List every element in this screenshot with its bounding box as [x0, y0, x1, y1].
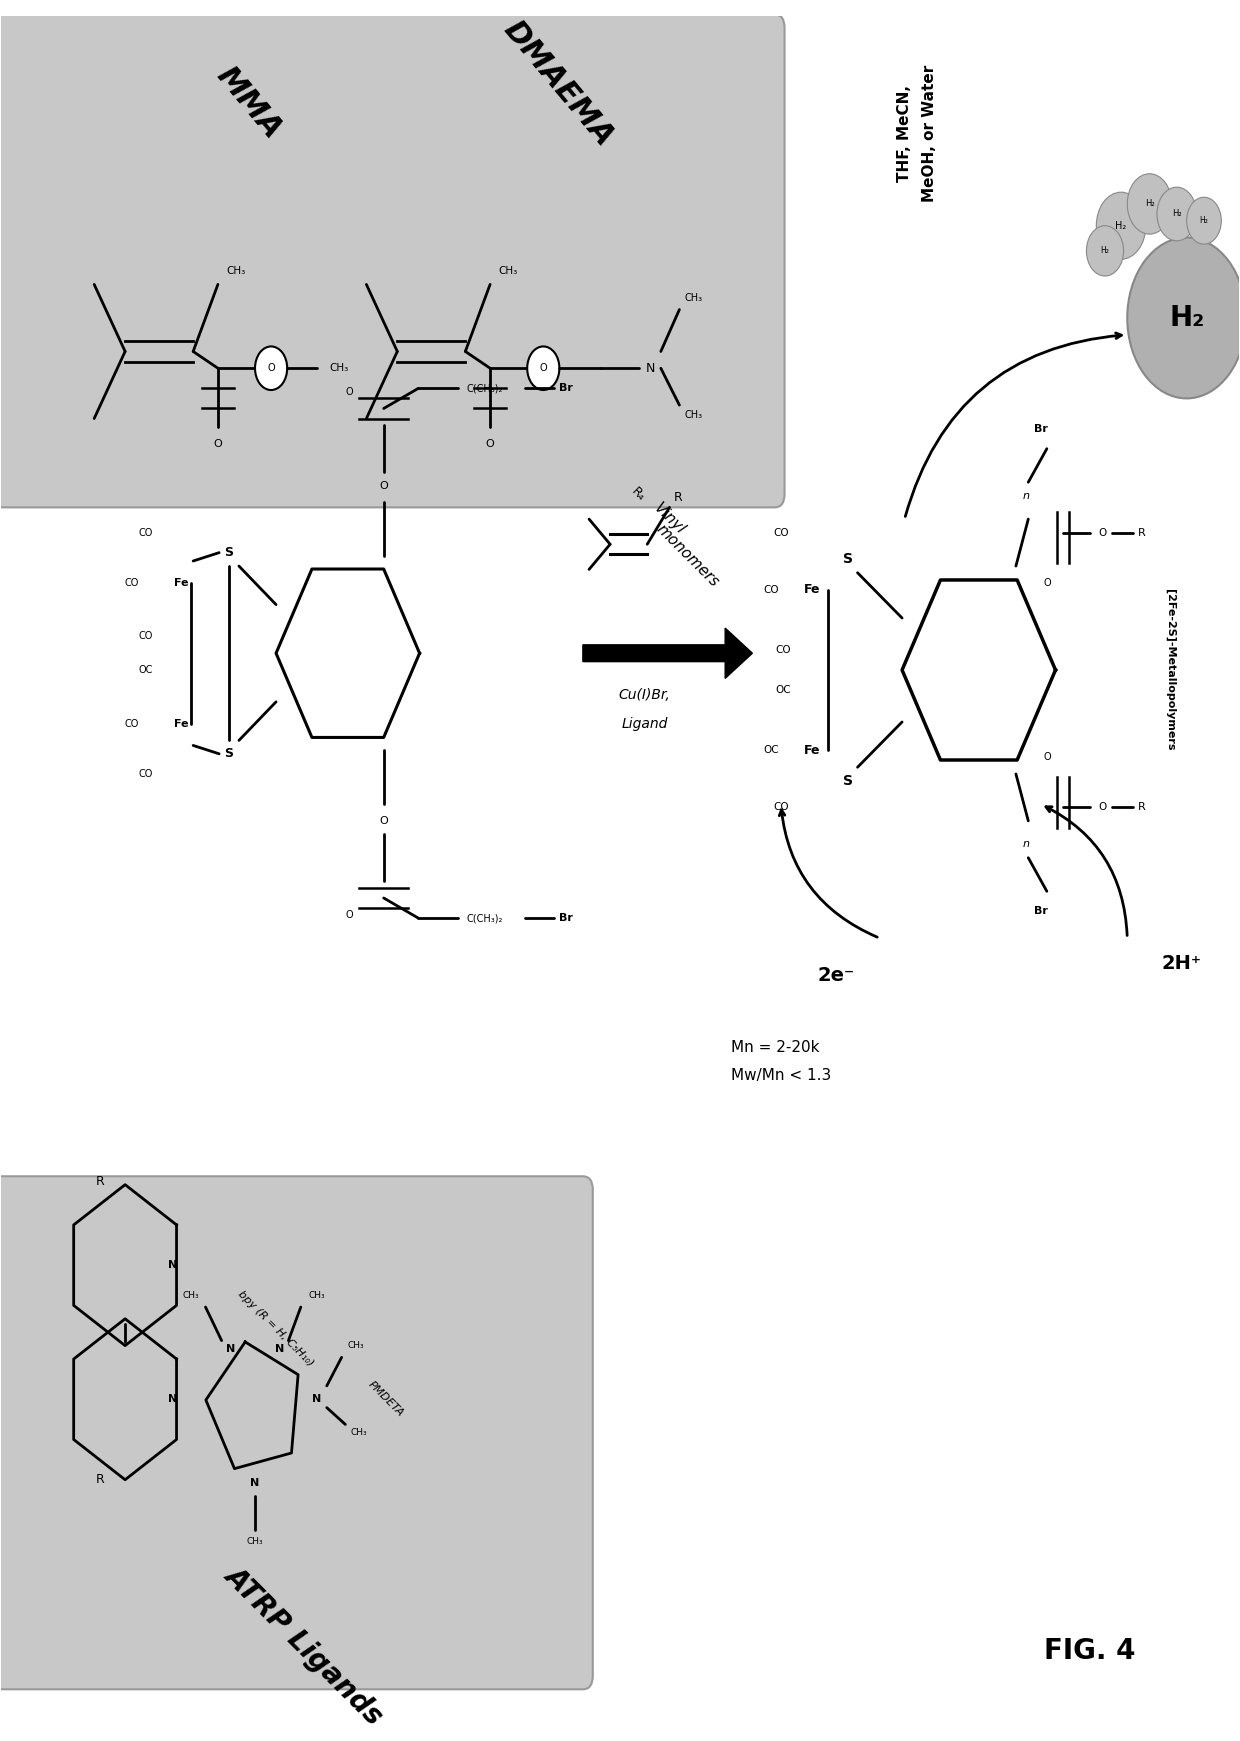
Text: [2Fe-2S]-Metallopolymers: [2Fe-2S]-Metallopolymers: [1166, 588, 1176, 750]
Text: R: R: [95, 1473, 104, 1487]
Text: O: O: [1043, 578, 1050, 588]
Text: S: S: [843, 773, 853, 787]
Text: R₄: R₄: [629, 484, 649, 503]
Text: Br: Br: [1034, 907, 1048, 916]
Text: N: N: [275, 1344, 284, 1354]
Text: C(CH₃)₂: C(CH₃)₂: [467, 383, 503, 393]
Text: CH₃: CH₃: [684, 292, 703, 303]
Text: O: O: [345, 911, 353, 919]
Text: CO: CO: [139, 632, 154, 641]
Text: bpy (R = H, C₅H₁₀): bpy (R = H, C₅H₁₀): [237, 1288, 316, 1368]
Circle shape: [1127, 174, 1172, 233]
Text: Br: Br: [1034, 423, 1048, 434]
Text: OC: OC: [775, 686, 791, 695]
FancyBboxPatch shape: [0, 14, 785, 507]
Text: O: O: [379, 817, 388, 825]
Circle shape: [1096, 192, 1146, 259]
Text: Mn = 2-20k: Mn = 2-20k: [732, 1039, 820, 1055]
Text: CH₃: CH₃: [684, 411, 703, 420]
Text: Fe: Fe: [804, 583, 820, 595]
Text: Fe: Fe: [174, 578, 188, 588]
Text: Br: Br: [559, 383, 573, 393]
Text: CO: CO: [139, 528, 154, 538]
Text: n: n: [1022, 839, 1029, 850]
Text: O: O: [539, 364, 547, 373]
Text: CO: CO: [124, 578, 139, 588]
Text: FIG. 4: FIG. 4: [1044, 1637, 1136, 1664]
Text: Fe: Fe: [804, 743, 820, 757]
Text: Ligand: Ligand: [621, 717, 668, 731]
Text: CH₃: CH₃: [498, 266, 518, 277]
Circle shape: [1086, 226, 1123, 277]
Circle shape: [1157, 188, 1197, 240]
Text: R: R: [95, 1175, 104, 1187]
Text: O: O: [268, 364, 275, 373]
Text: CO: CO: [775, 644, 791, 655]
Text: H₂: H₂: [1199, 216, 1209, 225]
Circle shape: [527, 346, 559, 390]
FancyArrow shape: [583, 629, 753, 679]
Text: O: O: [1043, 752, 1050, 763]
Text: Br: Br: [559, 912, 573, 923]
Text: R: R: [673, 491, 682, 503]
FancyBboxPatch shape: [0, 1177, 593, 1689]
Text: N: N: [312, 1395, 321, 1405]
Text: 2H⁺: 2H⁺: [1162, 954, 1202, 973]
Text: CO: CO: [139, 770, 154, 778]
Text: O: O: [345, 387, 353, 397]
Text: CO: CO: [763, 585, 779, 594]
Text: MMA: MMA: [211, 61, 286, 145]
Text: CO: CO: [773, 528, 789, 538]
Text: MeOH, or Water: MeOH, or Water: [921, 64, 936, 202]
Text: H₂: H₂: [1116, 221, 1127, 232]
Text: OC: OC: [139, 665, 154, 676]
Text: Mw/Mn < 1.3: Mw/Mn < 1.3: [732, 1069, 832, 1083]
Text: O: O: [1099, 803, 1106, 813]
Text: THF, MeCN,: THF, MeCN,: [897, 85, 913, 183]
Text: CH₃: CH₃: [247, 1537, 263, 1546]
Circle shape: [1127, 237, 1240, 399]
Text: CH₃: CH₃: [309, 1290, 325, 1301]
Text: ATRP Ligands: ATRP Ligands: [219, 1562, 389, 1731]
Text: R: R: [1138, 803, 1146, 813]
Text: N: N: [250, 1478, 259, 1489]
Circle shape: [255, 346, 288, 390]
Text: N: N: [646, 362, 656, 374]
Text: CH₃: CH₃: [227, 266, 246, 277]
Text: H₂: H₂: [1172, 209, 1182, 218]
Text: Cu(I)Br,: Cu(I)Br,: [619, 688, 671, 702]
Text: S: S: [224, 547, 233, 559]
Text: CH₃: CH₃: [347, 1341, 365, 1349]
Text: S: S: [843, 552, 853, 566]
Text: O: O: [379, 481, 388, 491]
Text: 2e⁻: 2e⁻: [818, 966, 856, 985]
Text: O: O: [213, 439, 222, 449]
Text: PMDETA: PMDETA: [366, 1379, 405, 1419]
Text: O: O: [486, 439, 495, 449]
Text: O: O: [1099, 528, 1106, 538]
Text: H₂: H₂: [1101, 247, 1110, 256]
Text: N: N: [167, 1260, 177, 1271]
Text: CH₃: CH₃: [182, 1290, 200, 1301]
Text: Fe: Fe: [174, 719, 188, 729]
Text: CH₃: CH₃: [350, 1428, 367, 1438]
Text: CO: CO: [773, 803, 789, 813]
Text: N: N: [226, 1344, 234, 1354]
Text: R: R: [1138, 528, 1146, 538]
Text: Vinyl: Vinyl: [651, 501, 688, 538]
Text: monomers: monomers: [653, 522, 722, 590]
Text: S: S: [224, 747, 233, 761]
Text: OC: OC: [763, 745, 779, 756]
Circle shape: [1187, 197, 1221, 244]
Text: H₂: H₂: [1169, 305, 1204, 333]
Text: H₂: H₂: [1145, 200, 1154, 209]
Text: C(CH₃)₂: C(CH₃)₂: [467, 912, 503, 923]
Text: N: N: [167, 1395, 177, 1405]
Text: CO: CO: [124, 719, 139, 729]
Text: DMAEMA: DMAEMA: [497, 16, 619, 151]
Text: n: n: [1022, 491, 1029, 501]
Text: CH₃: CH₃: [330, 364, 348, 373]
